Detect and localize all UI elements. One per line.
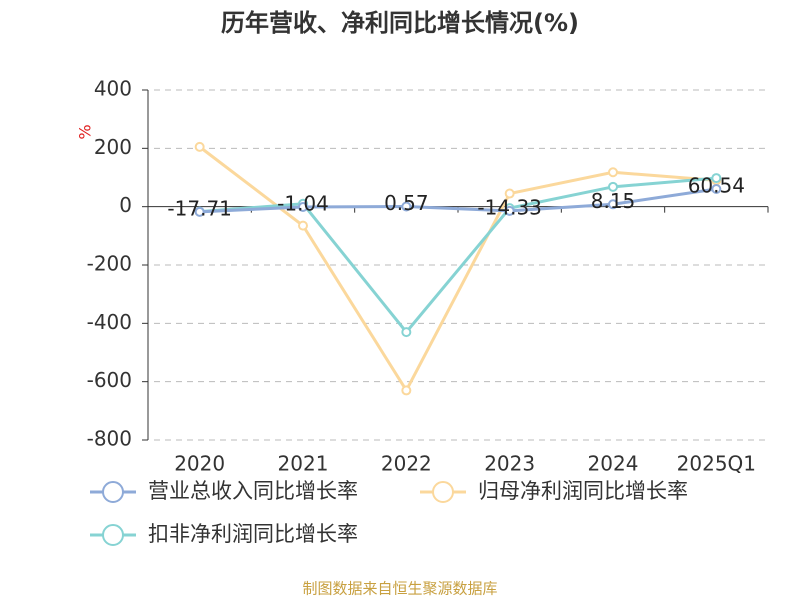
series-line — [199, 176, 717, 335]
data-label: 0.57 — [384, 191, 429, 215]
data-point — [194, 141, 205, 152]
x-tick-label: 2025Q1 — [677, 452, 756, 476]
data-point — [298, 220, 308, 231]
y-tick-label: 400 — [94, 77, 132, 101]
legend-swatch — [432, 481, 454, 503]
y-tick-label: -600 — [87, 368, 132, 392]
data-label: 8.15 — [591, 189, 636, 213]
y-tick-label: -400 — [87, 310, 132, 334]
source-note: 制图数据来自恒生聚源数据库 — [302, 580, 497, 598]
data-point — [608, 167, 618, 178]
data-point — [504, 188, 515, 199]
data-label: -14.33 — [477, 195, 541, 219]
y-tick-label: -200 — [87, 252, 132, 276]
data-label: -1.04 — [277, 191, 329, 215]
data-point — [608, 181, 618, 192]
legend-label: 归母净利润同比增长率 — [478, 479, 688, 503]
series-line — [199, 187, 717, 214]
data-label: 60.54 — [688, 174, 745, 198]
series-line — [198, 145, 717, 394]
data-point — [401, 385, 412, 396]
y-tick-label: -800 — [87, 427, 132, 451]
data-point — [504, 205, 515, 216]
legend-swatch — [102, 481, 124, 503]
x-tick-label: 2020 — [174, 452, 225, 476]
y-tick-label: 200 — [94, 135, 132, 159]
x-tick-label: 2021 — [278, 452, 329, 476]
y-tick-label: 0 — [119, 193, 132, 217]
data-point — [711, 173, 722, 184]
x-tick-label: 2024 — [588, 452, 639, 476]
y-axis-label: % — [76, 124, 95, 139]
data-point — [298, 201, 308, 212]
data-point — [401, 201, 412, 212]
data-label: -17.71 — [167, 196, 231, 220]
chart-title: 历年营收、净利同比增长情况(%) — [221, 9, 579, 37]
data-point — [194, 206, 205, 217]
legend-swatch — [102, 524, 124, 546]
data-point — [401, 327, 412, 338]
legend-label: 扣非净利润同比增长率 — [148, 522, 358, 546]
x-tick-label: 2022 — [381, 452, 432, 476]
legend-label: 营业总收入同比增长率 — [148, 479, 358, 503]
data-point — [608, 199, 618, 210]
data-point — [711, 184, 722, 195]
x-tick-label: 2023 — [484, 452, 535, 476]
